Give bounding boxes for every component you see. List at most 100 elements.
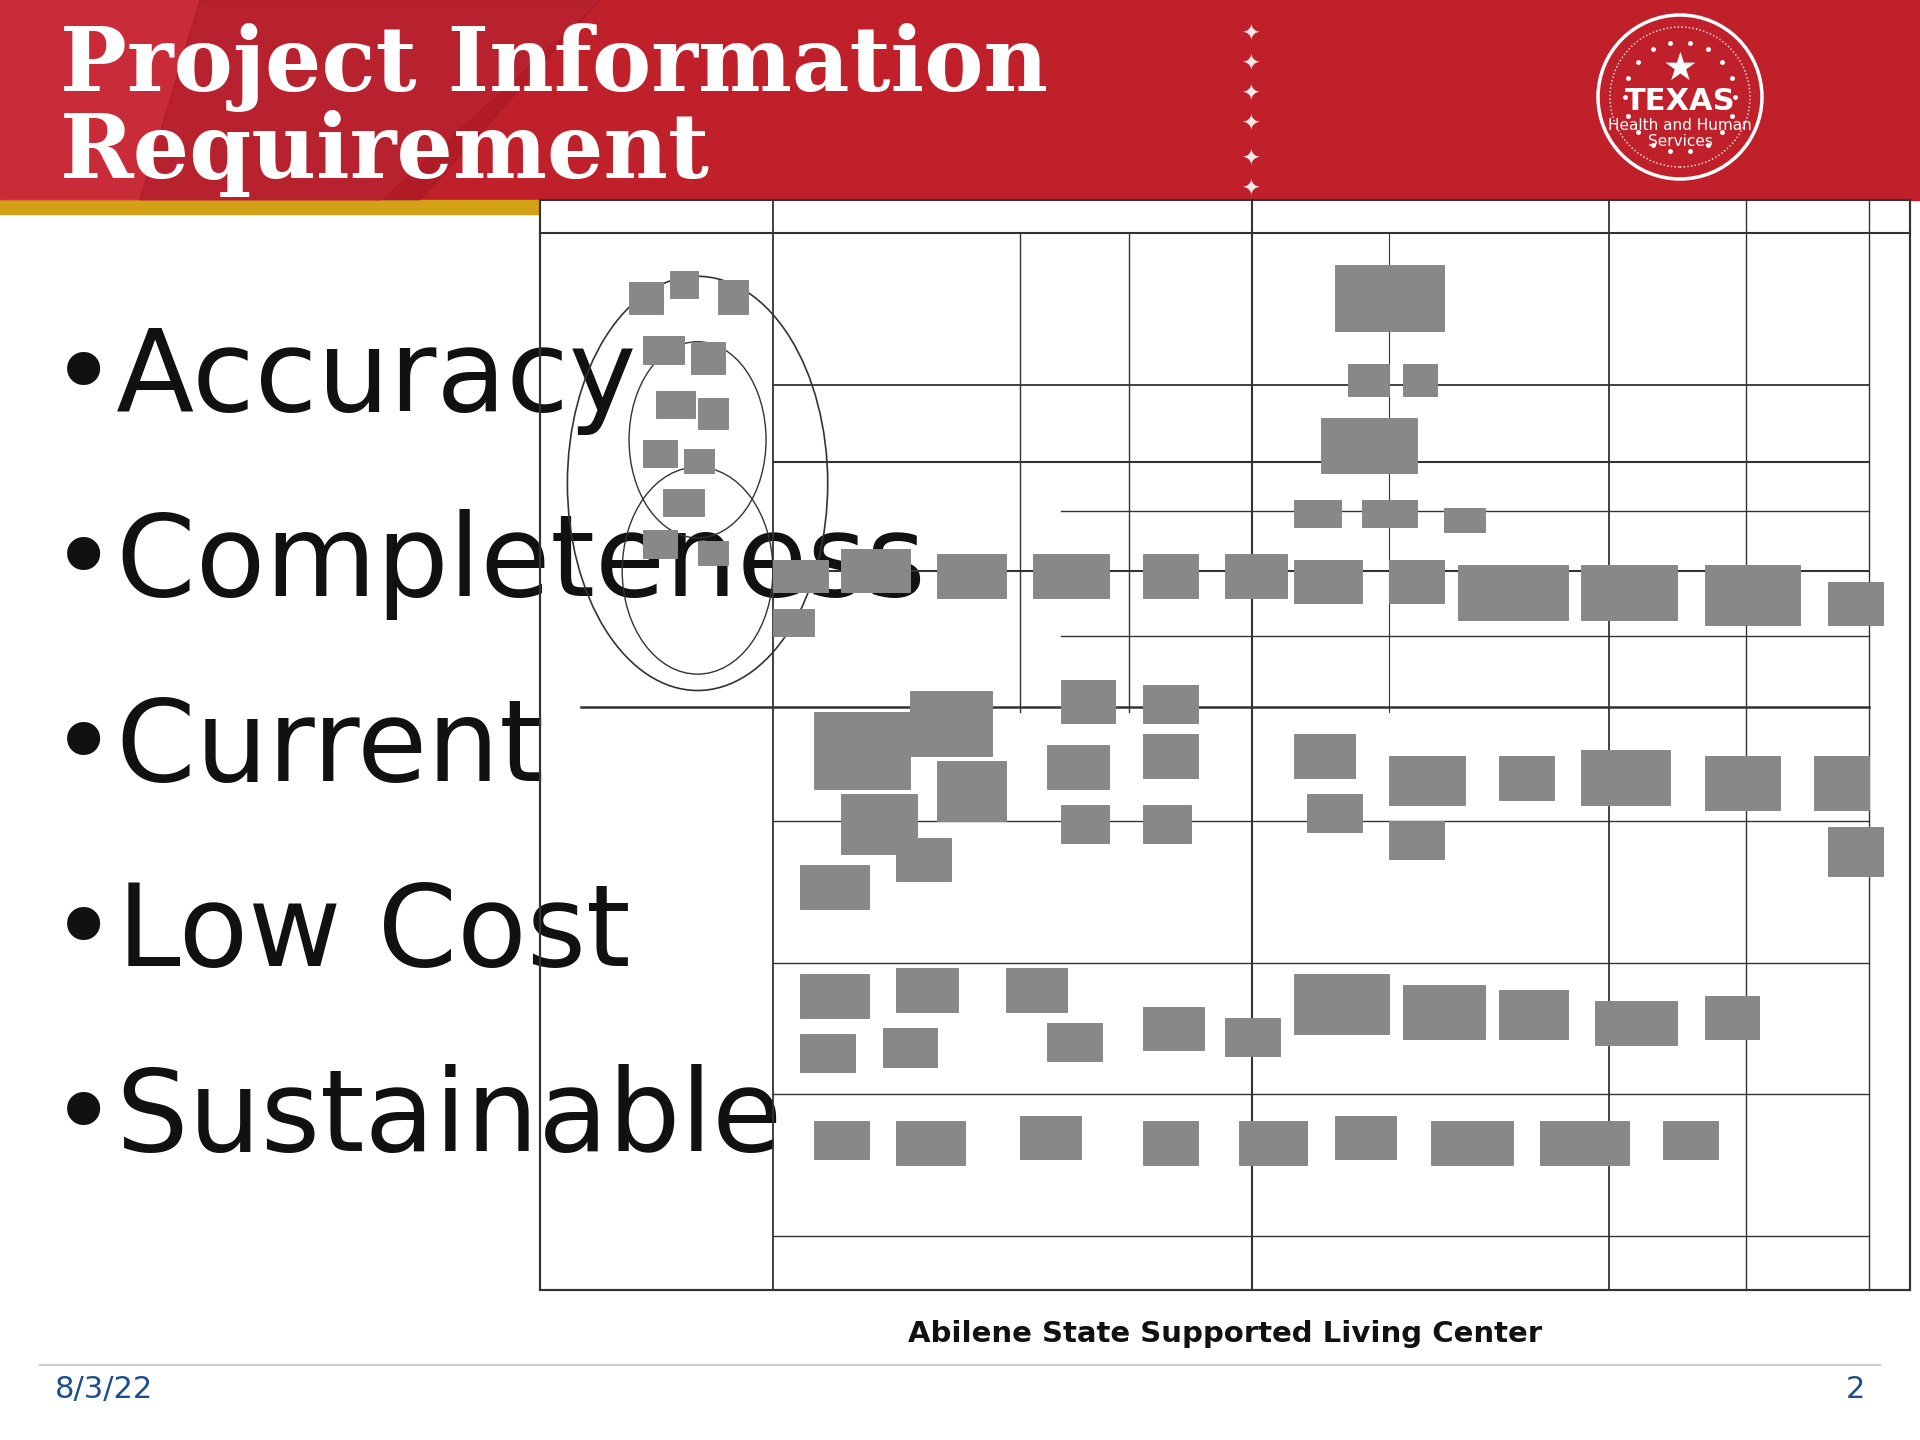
- Text: ✦: ✦: [1240, 115, 1260, 135]
- Bar: [1294, 500, 1342, 527]
- Bar: [910, 691, 993, 756]
- Bar: [1294, 973, 1390, 1034]
- Bar: [1142, 1007, 1204, 1050]
- Text: Project Information: Project Information: [60, 22, 1048, 111]
- Text: TEXAS: TEXAS: [1624, 88, 1736, 117]
- Text: ✦: ✦: [1240, 85, 1260, 105]
- Bar: [1444, 508, 1486, 533]
- Bar: [1142, 554, 1198, 598]
- Bar: [1294, 560, 1361, 603]
- Bar: [801, 1034, 854, 1071]
- Text: Services: Services: [1647, 134, 1713, 150]
- Bar: [1828, 827, 1884, 876]
- Bar: [1060, 680, 1116, 723]
- Bar: [684, 448, 714, 472]
- Text: ✦: ✦: [1240, 55, 1260, 75]
- Bar: [897, 969, 958, 1012]
- Bar: [691, 341, 726, 374]
- Text: •Completeness: •Completeness: [50, 508, 927, 621]
- Bar: [657, 390, 695, 418]
- Bar: [1457, 564, 1567, 619]
- Bar: [1828, 582, 1884, 625]
- Bar: [630, 282, 662, 314]
- Bar: [540, 200, 1910, 1290]
- Bar: [662, 488, 705, 516]
- Bar: [697, 399, 728, 429]
- Bar: [1596, 1001, 1676, 1045]
- Bar: [1046, 1022, 1102, 1061]
- Bar: [1142, 805, 1190, 842]
- Text: ✦: ✦: [1240, 24, 1260, 45]
- Bar: [643, 530, 678, 557]
- Bar: [1334, 1116, 1396, 1159]
- Bar: [814, 1122, 868, 1159]
- Bar: [1033, 554, 1108, 598]
- Text: Health and Human: Health and Human: [1609, 118, 1751, 132]
- Bar: [1814, 756, 1868, 811]
- Text: 8/3/22: 8/3/22: [56, 1375, 154, 1404]
- Text: •Low Cost: •Low Cost: [50, 878, 630, 991]
- Bar: [1348, 363, 1390, 396]
- Bar: [1334, 265, 1444, 331]
- Bar: [1060, 805, 1108, 842]
- Bar: [1390, 756, 1465, 805]
- Polygon shape: [0, 0, 599, 200]
- Bar: [1705, 995, 1759, 1040]
- Bar: [883, 1028, 937, 1067]
- Bar: [643, 337, 684, 363]
- Bar: [1390, 560, 1444, 603]
- Bar: [718, 279, 749, 314]
- Bar: [774, 609, 814, 636]
- Bar: [1321, 418, 1417, 472]
- Bar: [774, 560, 828, 592]
- Text: ✦: ✦: [1240, 150, 1260, 170]
- Bar: [897, 838, 950, 881]
- Bar: [1500, 756, 1553, 799]
- Bar: [1404, 363, 1438, 396]
- Bar: [1142, 685, 1198, 723]
- Text: Abilene State Supported Living Center: Abilene State Supported Living Center: [908, 1320, 1542, 1348]
- Bar: [841, 793, 916, 854]
- Bar: [1238, 1122, 1308, 1165]
- Bar: [1225, 1018, 1281, 1056]
- Bar: [1540, 1122, 1630, 1165]
- Text: •Accuracy: •Accuracy: [50, 324, 637, 435]
- Bar: [1390, 821, 1444, 860]
- Bar: [1582, 564, 1676, 619]
- Bar: [643, 439, 678, 467]
- Bar: [841, 549, 910, 592]
- Bar: [0, 0, 1920, 200]
- Bar: [1500, 991, 1567, 1040]
- Text: 2: 2: [1845, 1375, 1864, 1404]
- Bar: [1046, 744, 1108, 789]
- Bar: [1308, 793, 1361, 832]
- Text: ★: ★: [1663, 50, 1697, 88]
- Bar: [937, 554, 1006, 598]
- Bar: [1225, 554, 1286, 598]
- Bar: [1404, 985, 1486, 1040]
- Bar: [1582, 750, 1670, 805]
- Bar: [897, 1122, 964, 1165]
- Bar: [1006, 969, 1068, 1012]
- Bar: [1705, 564, 1801, 625]
- Polygon shape: [140, 0, 599, 200]
- Bar: [670, 271, 697, 298]
- Bar: [540, 200, 1910, 1290]
- Bar: [1430, 1122, 1513, 1165]
- Bar: [801, 973, 868, 1018]
- Text: •Current: •Current: [50, 694, 545, 805]
- Bar: [814, 713, 910, 789]
- Bar: [0, 200, 701, 215]
- Text: •Sustainable: •Sustainable: [50, 1064, 783, 1175]
- Bar: [937, 762, 1006, 821]
- Bar: [697, 541, 728, 564]
- Bar: [1361, 500, 1417, 527]
- Text: ✦: ✦: [1240, 180, 1260, 200]
- Bar: [1020, 1116, 1081, 1159]
- Bar: [801, 865, 868, 909]
- Text: Requirement: Requirement: [60, 109, 710, 197]
- Bar: [1705, 756, 1780, 811]
- Bar: [1663, 1122, 1718, 1159]
- Bar: [1142, 734, 1198, 778]
- Bar: [1294, 734, 1356, 778]
